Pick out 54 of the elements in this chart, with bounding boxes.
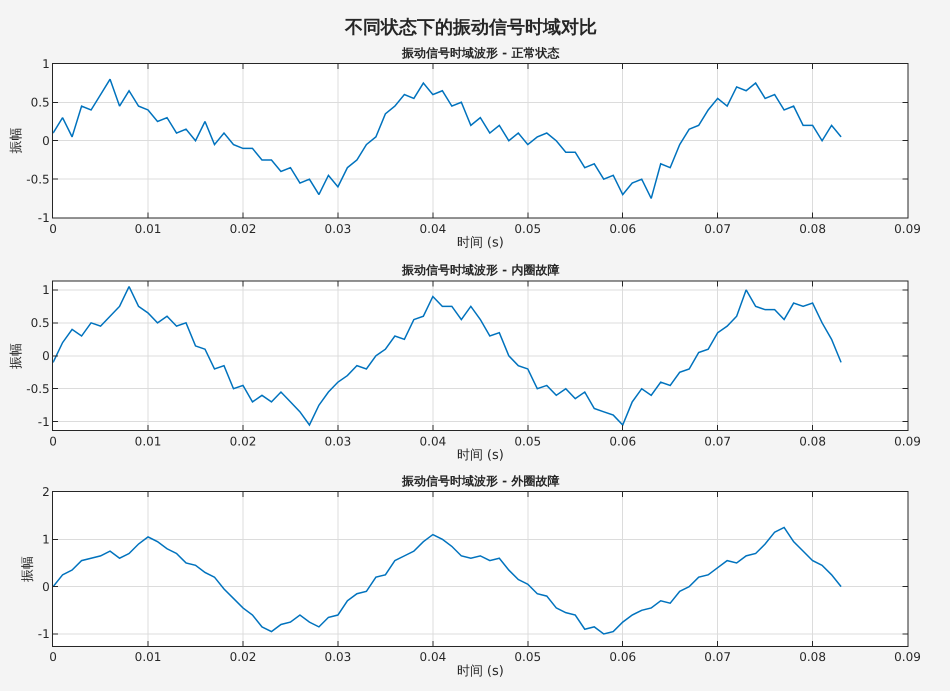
y-tick-label: -1 xyxy=(38,414,50,429)
x-axis-title: 时间 (s) xyxy=(456,448,504,464)
y-tick-label: -0.5 xyxy=(26,172,50,186)
x-tick-label: 0.02 xyxy=(230,650,256,664)
x-tick-label: 0.05 xyxy=(514,650,542,664)
y-axis-title: 振幅 xyxy=(9,342,24,369)
x-tick-label: 0.08 xyxy=(799,434,826,449)
x-tick-label: 0.07 xyxy=(704,434,732,449)
x-tick-label: 0.09 xyxy=(894,434,921,449)
y-tick-label: -1 xyxy=(38,210,50,225)
x-tick-label: 0.03 xyxy=(324,434,352,449)
x-tick-label: 0.06 xyxy=(609,434,636,449)
line-series xyxy=(53,526,842,635)
y-tick-label: 0 xyxy=(42,348,50,363)
y-tick-label: 1 xyxy=(42,283,50,298)
x-tick-label: 0.01 xyxy=(134,222,162,236)
x-tick-label: 0.07 xyxy=(704,650,732,664)
x-tick-label: 0.06 xyxy=(609,222,636,236)
x-tick-label: 0.06 xyxy=(609,650,636,664)
x-tick-label: 0.02 xyxy=(230,222,256,236)
line-series xyxy=(53,286,842,426)
x-tick-label: 0.04 xyxy=(419,650,446,664)
x-tick-label: 0.05 xyxy=(514,222,542,236)
y-tick-label: 1 xyxy=(42,57,50,72)
x-tick-label: 0.09 xyxy=(894,222,921,236)
x-tick-label: 0.04 xyxy=(419,434,446,449)
x-axis-title: 时间 (s) xyxy=(456,664,504,679)
chart-title: 振动信号时域波形 - 正常状态 xyxy=(401,46,560,60)
x-tick-label: 0.03 xyxy=(324,222,352,236)
y-tick-label: 0 xyxy=(42,580,50,594)
y-axis-title: 振幅 xyxy=(9,128,24,154)
x-tick-label: 0.08 xyxy=(799,222,826,236)
chart-title: 振动信号时域波形 - 内圈故障 xyxy=(401,263,560,277)
y-tick-label: -1 xyxy=(38,627,50,642)
y-tick-label: 0.5 xyxy=(30,95,50,110)
y-tick-label: 1 xyxy=(42,532,50,546)
x-tick-label: 0.07 xyxy=(704,222,732,236)
y-tick-label: -0.5 xyxy=(26,382,50,396)
x-tick-label: 0.08 xyxy=(799,650,826,664)
line-series xyxy=(53,78,842,200)
x-tick-label: 0.09 xyxy=(894,650,921,664)
y-tick-label: 0 xyxy=(42,134,50,148)
x-tick-label: 0.01 xyxy=(134,434,162,449)
x-tick-label: 0.03 xyxy=(324,650,352,664)
y-tick-label: 0.5 xyxy=(30,316,50,330)
y-tick-label: 2 xyxy=(42,485,50,500)
x-tick-label: 0.02 xyxy=(230,434,256,449)
text: 不同状态下的振动信号时域对比 xyxy=(344,17,597,38)
x-tick-label: 0.05 xyxy=(514,434,542,449)
chart-title: 振动信号时域波形 - 外圈故障 xyxy=(401,474,560,488)
x-axis-title: 时间 (s) xyxy=(456,236,504,251)
y-axis-title: 振幅 xyxy=(20,556,36,582)
x-tick-label: 0.01 xyxy=(134,650,162,664)
x-tick-label: 0.04 xyxy=(419,222,446,236)
